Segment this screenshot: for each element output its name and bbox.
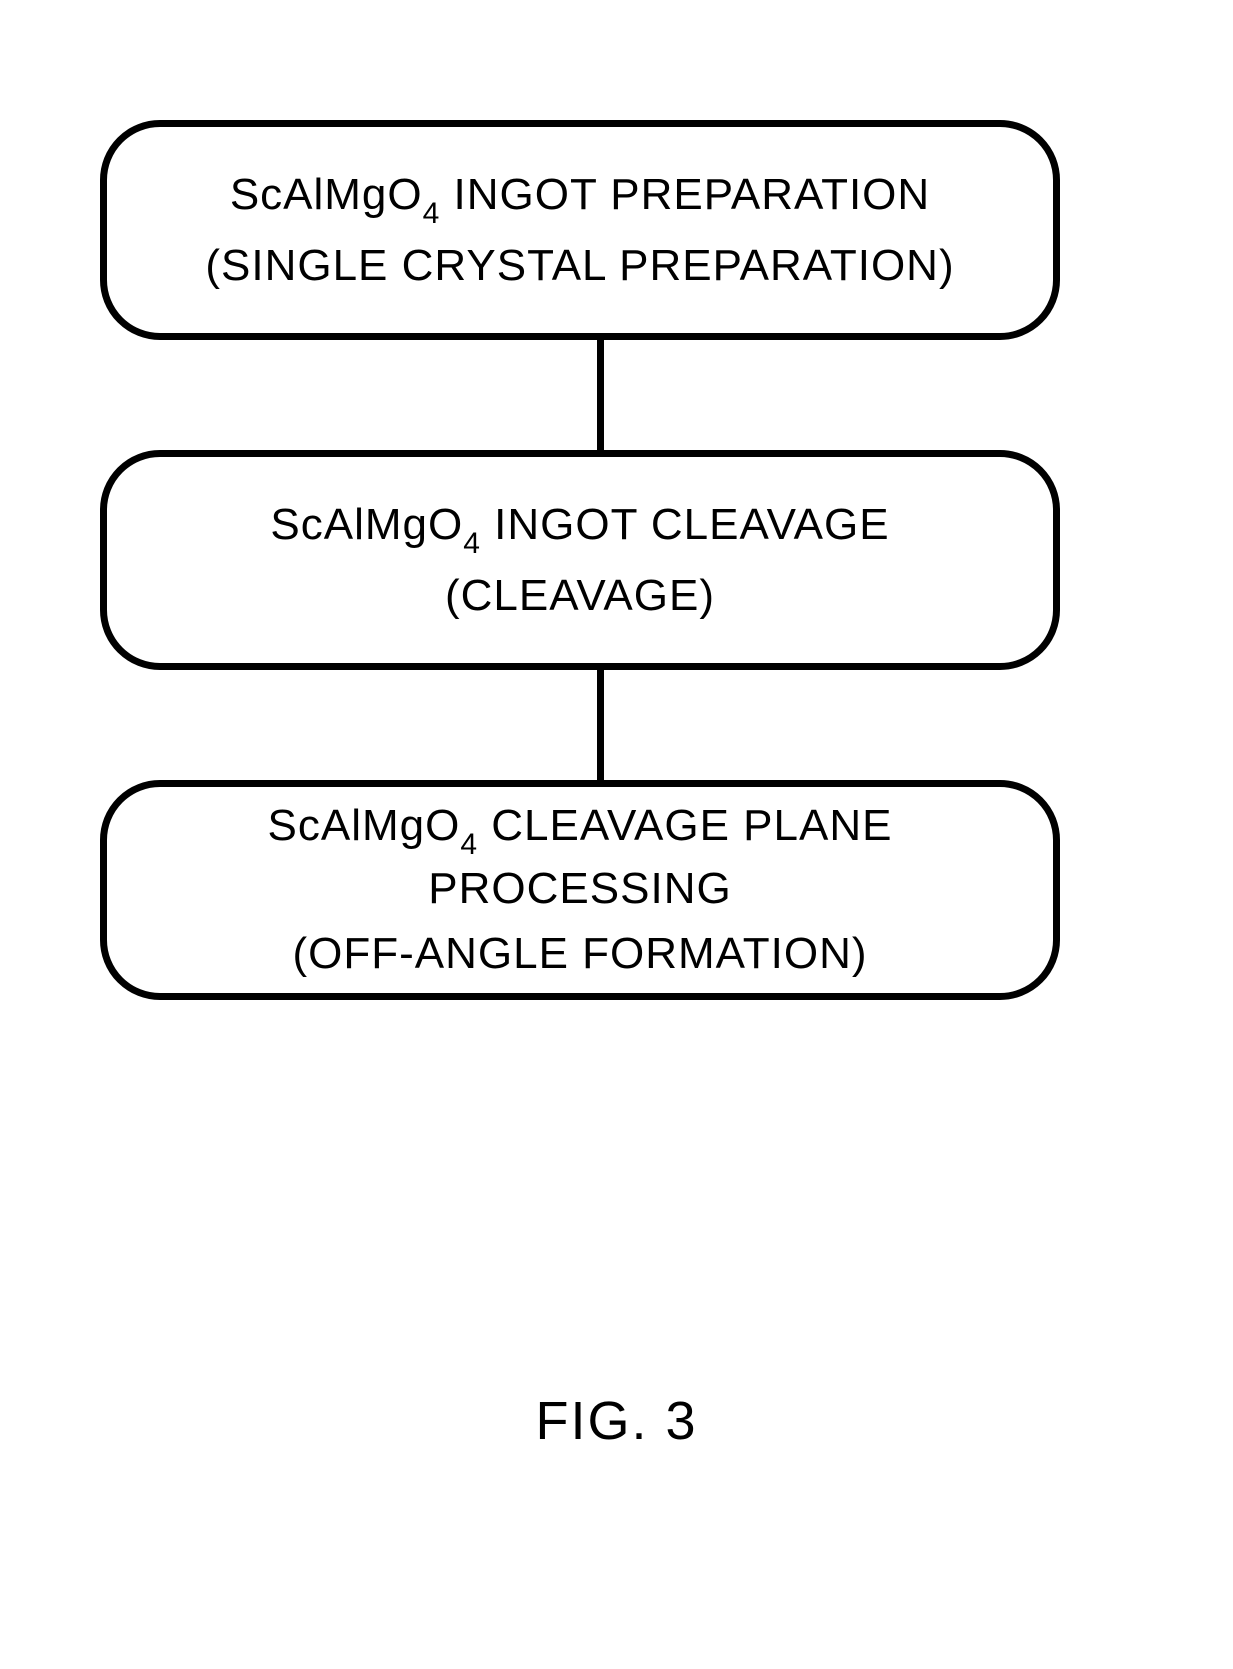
figure-label: FIG. 3 xyxy=(0,1390,1233,1452)
step1-line2: (SINGLE CRYSTAL PREPARATION) xyxy=(205,237,954,294)
connector-1-2 xyxy=(597,340,604,450)
step1-prefix: ScAlMgO xyxy=(230,170,423,219)
step3-subscript: 4 xyxy=(460,828,478,861)
step1-line1: ScAlMgO4 INGOT PREPARATION xyxy=(230,166,930,229)
step3-prefix: ScAlMgO xyxy=(268,801,461,850)
flow-step-1: ScAlMgO4 INGOT PREPARATION (SINGLE CRYST… xyxy=(100,120,1060,340)
step3-line2: (OFF-ANGLE FORMATION) xyxy=(292,925,867,982)
step2-line2: (CLEAVAGE) xyxy=(445,567,715,624)
step2-line1: ScAlMgO4 INGOT CLEAVAGE xyxy=(270,496,889,559)
flowchart-container: ScAlMgO4 INGOT PREPARATION (SINGLE CRYST… xyxy=(100,120,1100,1000)
flow-step-3: ScAlMgO4 CLEAVAGE PLANE PROCESSING (OFF-… xyxy=(100,780,1060,1000)
step2-subscript: 4 xyxy=(463,527,481,560)
connector-2-3 xyxy=(597,670,604,780)
step2-suffix: INGOT CLEAVAGE xyxy=(481,500,890,549)
step1-subscript: 4 xyxy=(423,197,441,230)
flow-step-2: ScAlMgO4 INGOT CLEAVAGE (CLEAVAGE) xyxy=(100,450,1060,670)
step1-suffix: INGOT PREPARATION xyxy=(440,170,930,219)
step2-prefix: ScAlMgO xyxy=(270,500,463,549)
step3-line1: ScAlMgO4 CLEAVAGE PLANE PROCESSING xyxy=(127,797,1033,917)
step3-suffix: CLEAVAGE PLANE PROCESSING xyxy=(428,801,892,913)
